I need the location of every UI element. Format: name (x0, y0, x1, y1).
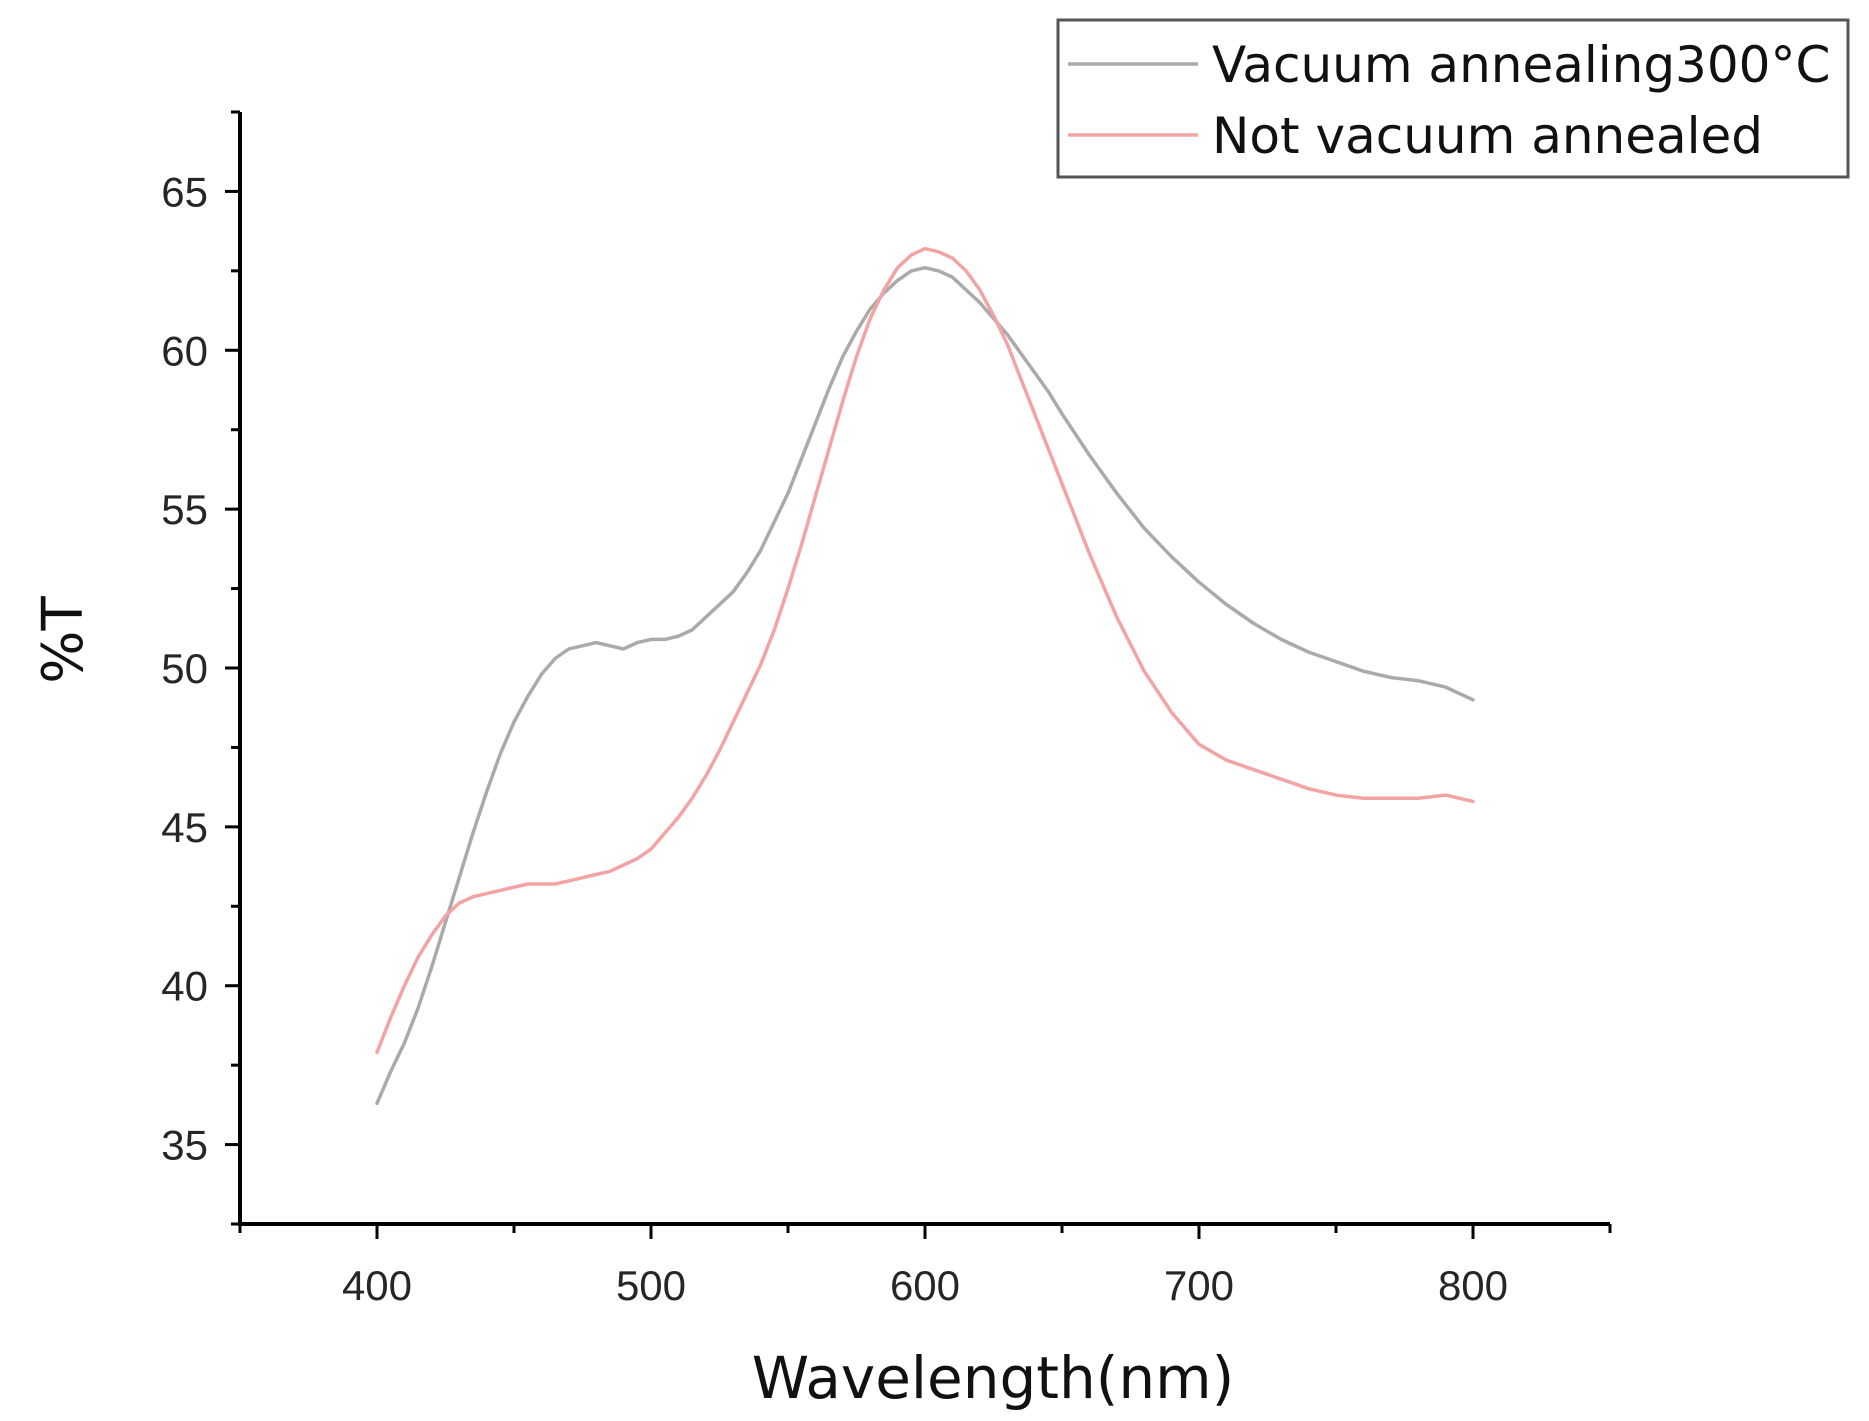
legend-label-vacuum-annealed: Vacuum annealing300°C (1212, 36, 1830, 94)
y-tick-label: 55 (161, 486, 208, 533)
y-ticks: 35 40 45 50 55 60 65 (161, 110, 240, 1226)
y-tick-label: 35 (161, 1122, 208, 1169)
x-tick-label: 400 (342, 1262, 412, 1309)
x-ticks: 400 500 600 700 800 (238, 1224, 1612, 1309)
x-tick-label: 800 (1438, 1262, 1508, 1309)
y-tick-label: 50 (161, 645, 208, 692)
x-tick-label: 700 (1164, 1262, 1234, 1309)
axes (238, 112, 1610, 1226)
legend-box (1056, 18, 1850, 179)
y-tick-label: 65 (161, 168, 208, 215)
series-line-vacuum-annealed (375, 265, 1475, 1106)
y-tick-label: 40 (161, 963, 208, 1010)
y-tick-label: 60 (161, 327, 208, 374)
series-layer (375, 246, 1475, 1106)
x-tick-label: 500 (616, 1262, 686, 1309)
x-tick-label: 600 (890, 1262, 960, 1309)
legend: Vacuum annealing300°C Not vacuum anneale… (1056, 18, 1850, 179)
y-axis-title: %T (31, 596, 96, 684)
legend-label-not-annealed: Not vacuum annealed (1212, 107, 1763, 165)
y-tick-label: 45 (161, 804, 208, 851)
series-line-not-annealed (375, 246, 1475, 1055)
x-axis-title: Wavelength(nm) (752, 1344, 1235, 1412)
